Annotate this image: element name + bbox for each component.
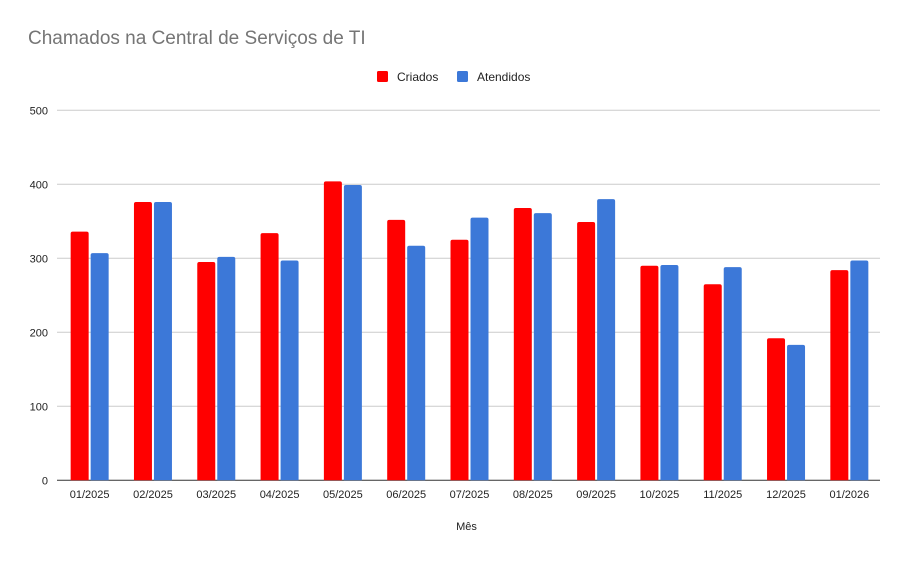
bar-criados bbox=[197, 262, 216, 481]
bar-atendidos bbox=[217, 256, 236, 481]
legend-swatch-atendidos bbox=[457, 71, 468, 82]
bar-criados bbox=[830, 270, 849, 481]
bar-criados bbox=[767, 338, 786, 481]
bar-atendidos bbox=[280, 260, 299, 481]
legend-label-criados: Criados bbox=[397, 70, 438, 84]
bar-criados bbox=[703, 284, 722, 481]
x-tick-label: 11/2025 bbox=[703, 489, 742, 501]
legend-swatch-criados bbox=[377, 71, 388, 82]
bar-criados bbox=[260, 233, 279, 481]
bar-criados bbox=[133, 202, 152, 481]
y-tick-label: 500 bbox=[30, 105, 48, 117]
bar-atendidos bbox=[597, 199, 616, 481]
bar-atendidos bbox=[723, 267, 742, 481]
y-tick-label: 200 bbox=[30, 327, 48, 339]
bar-atendidos bbox=[407, 245, 426, 481]
bar-criados bbox=[513, 207, 532, 481]
bar-atendidos bbox=[90, 253, 109, 481]
x-tick-label: 01/2026 bbox=[829, 489, 869, 501]
x-axis-title: Mês bbox=[456, 521, 477, 533]
x-tick-label: 07/2025 bbox=[450, 489, 490, 501]
bar-atendidos bbox=[153, 202, 172, 481]
bar-atendidos bbox=[470, 217, 489, 481]
x-tick-label: 01/2025 bbox=[70, 489, 110, 501]
bar-criados bbox=[70, 231, 89, 481]
x-tick-label: 02/2025 bbox=[133, 489, 173, 501]
y-tick-label: 300 bbox=[30, 253, 48, 265]
x-tick-label: 05/2025 bbox=[323, 489, 363, 501]
bar-criados bbox=[450, 239, 469, 481]
bar-criados bbox=[577, 222, 596, 481]
legend-label-atendidos: Atendidos bbox=[477, 70, 530, 84]
x-tick-label: 09/2025 bbox=[576, 489, 616, 501]
bar-criados bbox=[640, 265, 659, 481]
bar-atendidos bbox=[533, 213, 552, 481]
x-tick-label: 08/2025 bbox=[513, 489, 553, 501]
x-tick-label: 04/2025 bbox=[260, 489, 300, 501]
y-tick-label: 400 bbox=[30, 179, 48, 191]
x-tick-label: 06/2025 bbox=[386, 489, 426, 501]
bar-criados bbox=[323, 181, 342, 481]
x-tick-label: 03/2025 bbox=[196, 489, 236, 501]
x-tick-label: 10/2025 bbox=[640, 489, 680, 501]
x-tick-label: 12/2025 bbox=[766, 489, 806, 501]
bar-criados bbox=[387, 219, 406, 481]
chart-title: Chamados na Central de Serviços de TI bbox=[28, 28, 366, 49]
bar-atendidos bbox=[850, 260, 869, 481]
y-tick-label: 0 bbox=[42, 475, 48, 487]
bar-atendidos bbox=[660, 264, 679, 481]
y-tick-label: 100 bbox=[30, 401, 48, 413]
bar-atendidos bbox=[343, 185, 362, 481]
bar-atendidos bbox=[787, 344, 806, 481]
